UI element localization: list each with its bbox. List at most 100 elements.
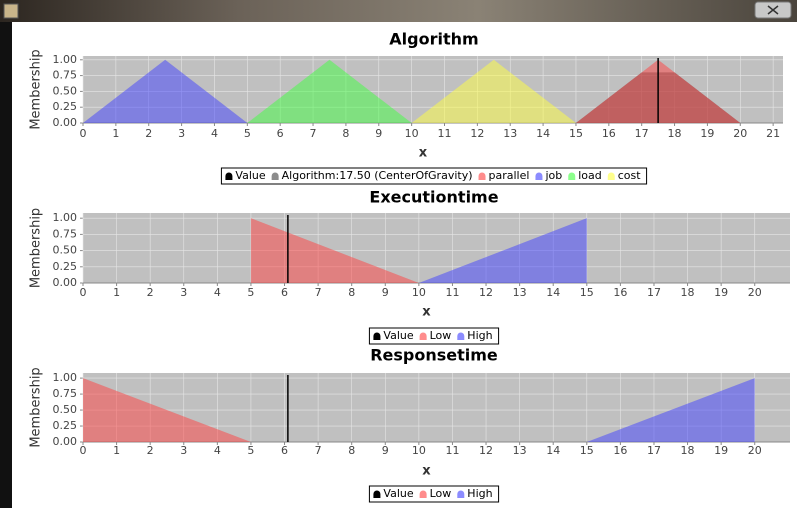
x-tick-label: 21	[766, 127, 780, 140]
x-tick-label: 6	[281, 286, 288, 299]
y-tick-label: 0.25	[53, 260, 78, 273]
x-tick-label: 8	[342, 127, 349, 140]
chart-title: Executiontime	[369, 188, 498, 207]
x-tick-label: 20	[748, 286, 762, 299]
x-tick-label: 5	[247, 286, 254, 299]
legend-symbol	[457, 333, 464, 340]
x-tick-label: 18	[668, 127, 682, 140]
legend-symbol	[535, 173, 542, 180]
legend-label: Value	[235, 169, 265, 182]
x-tick-label: 11	[438, 127, 452, 140]
x-axis-label: x	[419, 146, 428, 161]
legend-symbol	[272, 173, 279, 180]
x-tick-label: 16	[602, 127, 616, 140]
y-tick-label: 0.00	[53, 116, 78, 129]
x-tick-label: 17	[647, 444, 661, 457]
x-tick-label: 20	[748, 444, 762, 457]
x-tick-label: 5	[247, 444, 254, 457]
legend-label: Low	[430, 329, 452, 342]
x-tick-label: 9	[382, 444, 389, 457]
x-tick-label: 14	[546, 286, 560, 299]
x-tick-label: 10	[405, 127, 419, 140]
x-tick-label: 1	[113, 286, 120, 299]
x-tick-label: 12	[470, 127, 484, 140]
legend-symbol	[225, 173, 232, 180]
x-tick-label: 0	[80, 127, 87, 140]
x-axis-label: x	[422, 305, 431, 320]
x-tick-label: 4	[214, 444, 221, 457]
x-tick-label: 7	[310, 127, 317, 140]
x-tick-label: 13	[503, 127, 517, 140]
x-tick-label: 19	[714, 444, 728, 457]
x-tick-label: 15	[580, 286, 594, 299]
y-tick-label: 0.50	[53, 403, 78, 416]
x-tick-label: 15	[580, 444, 594, 457]
legend-label: Value	[383, 329, 413, 342]
x-axis-label: x	[422, 464, 431, 479]
x-tick-label: 3	[180, 444, 187, 457]
x-tick-label: 17	[647, 286, 661, 299]
y-axis-label: Membership	[29, 367, 44, 447]
x-tick-label: 8	[348, 286, 355, 299]
x-tick-label: 6	[277, 127, 284, 140]
x-tick-label: 19	[700, 127, 714, 140]
legend-label: job	[544, 169, 562, 182]
legend-symbol	[568, 173, 575, 180]
legend: Value Algorithm:17.50 (CenterOfGravity) pa…	[221, 168, 646, 184]
x-tick-label: 15	[569, 127, 583, 140]
x-tick-label: 7	[315, 444, 322, 457]
title-bar	[0, 0, 797, 22]
y-tick-label: 1.00	[53, 371, 78, 384]
x-tick-label: 20	[733, 127, 747, 140]
x-tick-label: 5	[244, 127, 251, 140]
x-tick-label: 2	[147, 444, 154, 457]
x-tick-label: 0	[80, 444, 87, 457]
legend-label: load	[578, 169, 602, 182]
x-tick-label: 9	[375, 127, 382, 140]
plot-background	[83, 213, 790, 283]
x-tick-label: 16	[613, 444, 627, 457]
x-tick-label: 17	[635, 127, 649, 140]
x-tick-label: 3	[178, 127, 185, 140]
x-tick-label: 12	[479, 444, 493, 457]
legend-symbol	[608, 173, 615, 180]
x-tick-label: 13	[513, 444, 527, 457]
x-tick-label: 18	[681, 286, 695, 299]
y-tick-label: 1.00	[53, 211, 78, 224]
legend-label: Low	[430, 487, 452, 500]
window: Algorithm0.000.250.500.751.0001234567891…	[0, 0, 797, 508]
x-tick-label: 9	[382, 286, 389, 299]
x-tick-label: 10	[412, 444, 426, 457]
x-tick-label: 2	[147, 286, 154, 299]
y-tick-label: 0.25	[53, 100, 78, 113]
y-tick-label: 0.75	[53, 69, 78, 82]
legend-label: High	[467, 487, 492, 500]
x-tick-label: 10	[412, 286, 426, 299]
x-tick-label: 7	[315, 286, 322, 299]
legend-label: Value	[383, 487, 413, 500]
x-tick-label: 14	[536, 127, 550, 140]
x-tick-label: 14	[546, 444, 560, 457]
legend-symbol	[420, 491, 427, 498]
x-tick-label: 12	[479, 286, 493, 299]
legend-label: High	[467, 329, 492, 342]
legend-label: Algorithm:17.50 (CenterOfGravity)	[282, 169, 473, 182]
legend-symbol	[479, 173, 486, 180]
y-tick-label: 0.75	[53, 227, 78, 240]
legend-symbol	[420, 333, 427, 340]
x-tick-label: 1	[113, 444, 120, 457]
chart-title: Algorithm	[389, 30, 478, 49]
legend: Value Low High	[369, 328, 498, 344]
y-tick-label: 0.00	[53, 276, 78, 289]
x-tick-label: 13	[513, 286, 527, 299]
x-tick-label: 6	[281, 444, 288, 457]
chart-title: Responsetime	[370, 346, 498, 365]
x-tick-label: 3	[180, 286, 187, 299]
legend-label: parallel	[489, 169, 530, 182]
x-tick-label: 19	[714, 286, 728, 299]
x-tick-label: 1	[112, 127, 119, 140]
y-tick-label: 0.75	[53, 387, 78, 400]
window-border	[0, 22, 12, 508]
x-tick-label: 4	[211, 127, 218, 140]
